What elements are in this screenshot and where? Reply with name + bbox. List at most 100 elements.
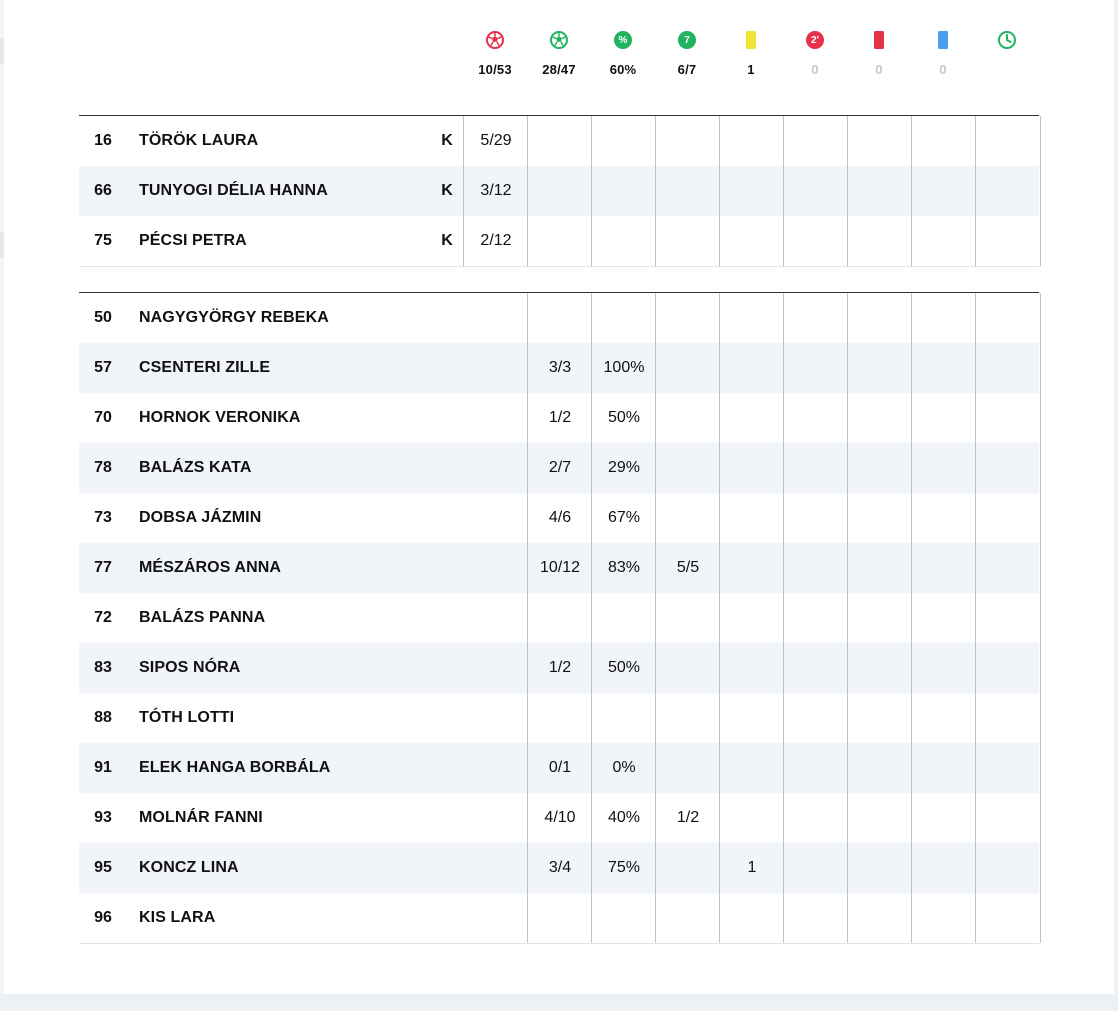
table-row[interactable]: 93 MOLNÁR FANNI 4/10 40% 1/2: [79, 793, 1041, 843]
player-number: 77: [94, 559, 112, 576]
player-name: PÉCSI PETRA: [139, 232, 247, 249]
stat-cell: 1/2: [527, 393, 592, 443]
stat-cell: [719, 593, 784, 643]
stat-cell: [975, 793, 1041, 843]
stat-cell: [783, 743, 848, 793]
table-row[interactable]: 95 KONCZ LINA 3/4 75% 1: [79, 843, 1041, 893]
table-row[interactable]: 96 KIS LARA: [79, 893, 1041, 943]
stat-cell: [847, 166, 912, 216]
stat-cell: [655, 893, 720, 943]
stats-header: 10/53 28/47% 60% 7 6/7 1 2' 0 0 0: [0, 28, 1118, 88]
table-row[interactable]: 57 CSENTERI ZILLE 3/3 100%: [79, 343, 1041, 393]
player-number: 70: [94, 409, 112, 426]
stat-cell: [975, 443, 1041, 493]
table-row[interactable]: 83 SIPOS NÓRA 1/2 50%: [79, 643, 1041, 693]
table-row[interactable]: 70 HORNOK VERONIKA 1/2 50%: [79, 393, 1041, 443]
stat-cell: 0%: [591, 743, 656, 793]
stat-cell: [655, 843, 720, 893]
player-name: TÓTH LOTTI: [139, 709, 235, 726]
player-name: BALÁZS PANNA: [139, 609, 266, 626]
stat-cell: [847, 293, 912, 343]
player-number: 72: [94, 609, 112, 626]
stat-cell: [655, 393, 720, 443]
table-row[interactable]: 91 ELEK HANGA BORBÁLA 0/1 0%: [79, 743, 1041, 793]
stat-cell: [719, 343, 784, 393]
stat-cell: [719, 643, 784, 693]
stat-cell: [655, 693, 720, 743]
stat-cell: [975, 843, 1041, 893]
stat-cell: [911, 743, 976, 793]
stat-column-header: [975, 28, 1039, 62]
stat-cell: [911, 393, 976, 443]
table-row[interactable]: 16 TÖRÖK LAURA K 5/29: [79, 116, 1041, 166]
stat-cell: 1/2: [655, 793, 720, 843]
blue-card-icon: [911, 28, 975, 52]
stat-cell: [975, 693, 1041, 743]
stat-cell: [591, 216, 656, 266]
player-name: TUNYOGI DÉLIA HANNA: [139, 182, 328, 199]
stat-cell: [911, 216, 976, 266]
table-row[interactable]: 88 TÓTH LOTTI: [79, 693, 1041, 743]
stat-cell: [911, 543, 976, 593]
stat-cell: [783, 593, 848, 643]
stat-column-header: 10/53: [463, 28, 527, 77]
stat-cell: 4/6: [527, 493, 592, 543]
stat-column-header: 0: [911, 28, 975, 77]
goalkeeper-table: 16 TÖRÖK LAURA K 5/29 66 TUNYOGI DÉLIA HANNA K…: [79, 115, 1041, 267]
stat-cell: [847, 393, 912, 443]
player-name: BALÁZS KATA: [139, 459, 252, 476]
player-number: 16: [94, 132, 112, 149]
stat-cell: [719, 216, 784, 266]
stat-cell: [911, 843, 976, 893]
stat-cell: [847, 493, 912, 543]
stat-total: 6/7: [677, 62, 697, 77]
stat-cell: [527, 693, 592, 743]
stat-cell: [591, 693, 656, 743]
stat-cell: [591, 116, 656, 166]
stat-cell: [975, 643, 1041, 693]
stat-cell: [655, 216, 720, 266]
player-name: KONCZ LINA: [139, 859, 239, 876]
stat-cell: [719, 443, 784, 493]
stat-total: 0: [939, 62, 947, 77]
stat-cell: [783, 393, 848, 443]
table-top-border: [79, 292, 1039, 293]
player-name: CSENTERI ZILLE: [139, 359, 271, 376]
stat-cell: [719, 693, 784, 743]
player-name: MÉSZÁROS ANNA: [139, 559, 282, 576]
player-name: ELEK HANGA BORBÁLA: [139, 759, 331, 776]
stat-cell: [911, 116, 976, 166]
stat-column-header: 28/47: [527, 28, 591, 77]
stat-cell: [527, 593, 592, 643]
stat-cell: 0/1: [527, 743, 592, 793]
table-row[interactable]: 77 MÉSZÁROS ANNA 10/12 83% 5/5: [79, 543, 1041, 593]
stat-cell: [591, 166, 656, 216]
table-row[interactable]: 50 NAGYGYÖRGY REBEKA: [79, 293, 1041, 343]
stat-total: 10/53: [478, 62, 512, 77]
stat-cell: [911, 693, 976, 743]
stat-cell: [911, 343, 976, 393]
table-row[interactable]: 78 BALÁZS KATA 2/7 29%: [79, 443, 1041, 493]
stat-cell: [591, 293, 656, 343]
stat-cell: 3/4: [527, 843, 592, 893]
table-row[interactable]: 73 DOBSA JÁZMIN 4/6 67%: [79, 493, 1041, 543]
yellow-card-icon: [719, 28, 783, 52]
stat-cell: [655, 293, 720, 343]
table-row[interactable]: 75 PÉCSI PETRA K 2/12: [79, 216, 1041, 266]
player-number: 93: [94, 809, 112, 826]
stat-cell: [719, 543, 784, 593]
stat-cell: 67%: [591, 493, 656, 543]
stat-cell: [911, 643, 976, 693]
stat-total: 1: [747, 62, 755, 77]
edge-marker: [0, 232, 4, 258]
table-row[interactable]: 66 TUNYOGI DÉLIA HANNA K 3/12: [79, 166, 1041, 216]
stat-cell: [527, 116, 592, 166]
table-row[interactable]: 72 BALÁZS PANNA: [79, 593, 1041, 643]
clock-icon: [975, 28, 1039, 52]
player-number: 88: [94, 709, 112, 726]
stat-cell: [783, 893, 848, 943]
stat-column-header: 0: [847, 28, 911, 77]
player-number: 66: [94, 182, 112, 199]
stat-cell: [783, 443, 848, 493]
stat-column-header: 7 6/7: [655, 28, 719, 77]
